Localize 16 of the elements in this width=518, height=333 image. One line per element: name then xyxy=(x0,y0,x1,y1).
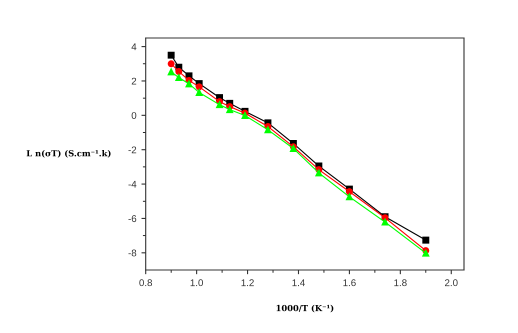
x-tick-label: 2.0 xyxy=(445,279,458,286)
y-axis-title: L n(σT) (S.cm⁻¹.k) xyxy=(26,150,111,158)
y-tick-label: -4 xyxy=(128,180,136,188)
x-tick-label: 1.8 xyxy=(394,279,407,286)
x-axis-title: 1000/T (K⁻¹) xyxy=(276,304,334,312)
y-tick-label: 4 xyxy=(131,43,136,50)
x-tick-label: 1.6 xyxy=(343,279,356,286)
x-tick-label: 0.8 xyxy=(139,279,152,286)
y-tick-label: -2 xyxy=(128,146,136,154)
y-tick-label: 2 xyxy=(132,78,136,84)
y-tick-label: -6 xyxy=(128,215,136,222)
x-tick-label: 1.4 xyxy=(292,279,305,286)
y-tick-label: -8 xyxy=(128,250,136,256)
x-tick-label: 1.2 xyxy=(242,279,254,286)
x-tick-label: 1.0 xyxy=(190,279,204,286)
y-tick-label: 0 xyxy=(132,112,136,119)
